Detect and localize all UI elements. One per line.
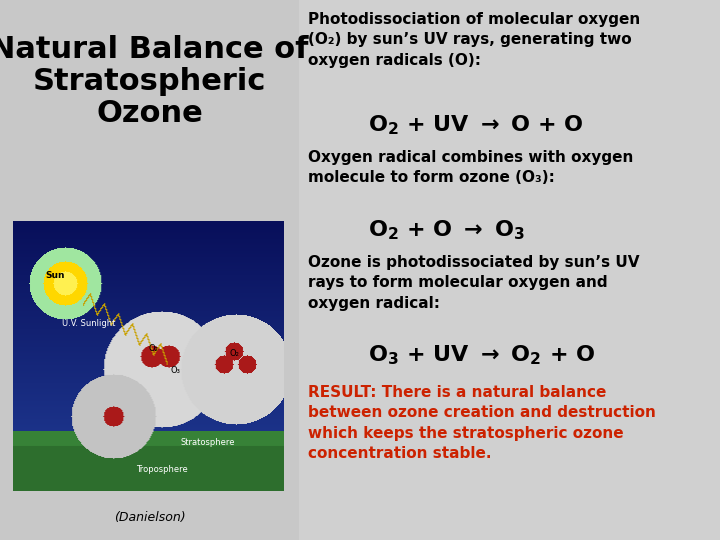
Text: $\mathbf{O_2}$ + O $\mathbf{\rightarrow}$ $\mathbf{O_3}$: $\mathbf{O_2}$ + O $\mathbf{\rightarrow}…: [368, 218, 525, 242]
Text: Sun: Sun: [45, 271, 65, 280]
Text: $\mathbf{O_2}$ + UV $\mathbf{\rightarrow}$ O + O: $\mathbf{O_2}$ + UV $\mathbf{\rightarrow…: [368, 113, 584, 137]
Text: Troposphere: Troposphere: [135, 465, 187, 474]
Text: Ozone is photodissociated by sun’s UV
rays to form molecular oxygen and
oxygen r: Ozone is photodissociated by sun’s UV ra…: [308, 255, 639, 311]
Text: Stratosphere: Stratosphere: [180, 438, 235, 447]
Text: Natural Balance of: Natural Balance of: [0, 36, 309, 64]
Text: $\mathbf{O_3}$ + UV $\mathbf{\rightarrow}$ $\mathbf{O_2}$ + O: $\mathbf{O_3}$ + UV $\mathbf{\rightarrow…: [368, 343, 595, 367]
Text: O₃: O₃: [170, 366, 180, 375]
Text: O₂: O₂: [148, 344, 158, 353]
Text: O₂: O₂: [230, 349, 239, 359]
Text: RESULT: There is a natural balance
between ozone creation and destruction
which : RESULT: There is a natural balance betwe…: [308, 385, 656, 461]
Text: Ozone: Ozone: [96, 99, 203, 129]
Bar: [0, 0, 299, 540]
Text: Oxygen radical combines with oxygen
molecule to form ozone (O₃):: Oxygen radical combines with oxygen mole…: [308, 150, 634, 185]
Text: (Danielson): (Danielson): [114, 511, 185, 524]
Text: Photodissociation of molecular oxygen
(O₂) by sun’s UV rays, generating two
oxyg: Photodissociation of molecular oxygen (O…: [308, 12, 640, 68]
Text: U.V. Sunlight: U.V. Sunlight: [62, 320, 115, 328]
Text: Stratospheric: Stratospheric: [32, 68, 266, 97]
